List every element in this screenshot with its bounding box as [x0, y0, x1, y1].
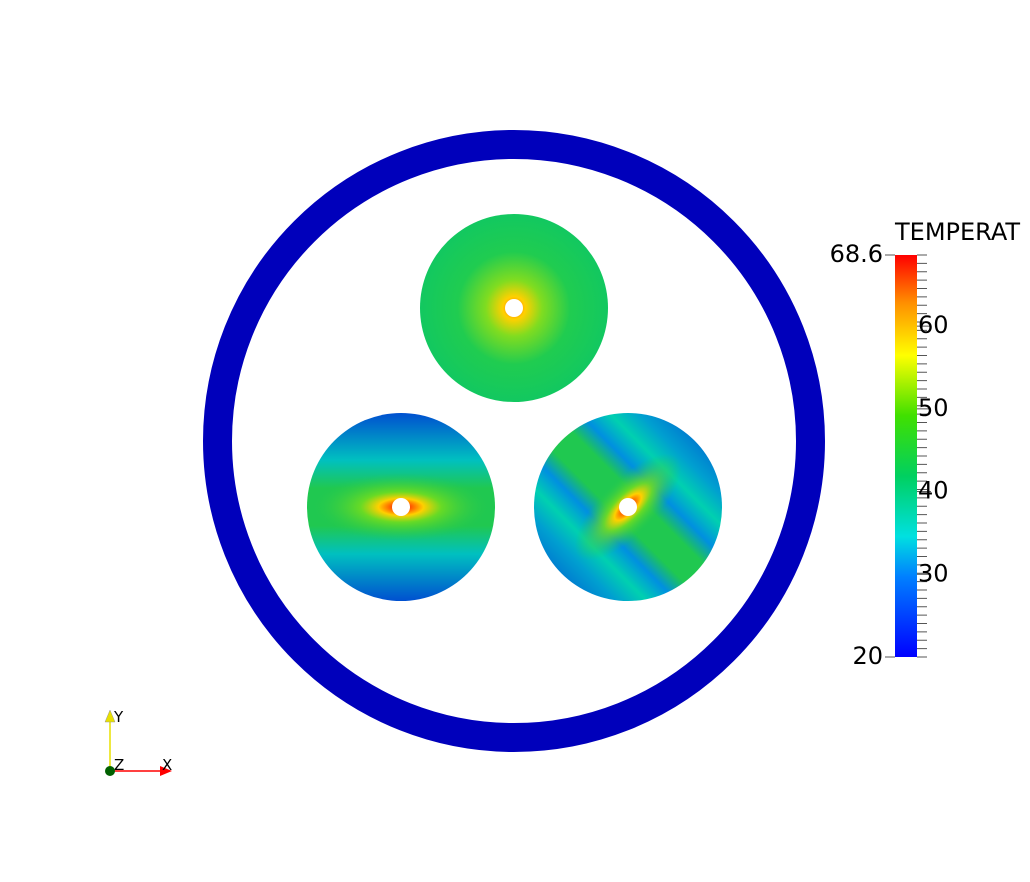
axis-label-z: Z: [114, 756, 124, 774]
axes-triad: Y Z X: [104, 708, 172, 776]
tick-label: 30: [918, 559, 949, 587]
color-legend: TEMPERAT 68.6 20 30 40 50 60: [830, 218, 1021, 670]
tick-label: 60: [918, 311, 949, 339]
legend-title: TEMPERAT: [894, 218, 1020, 246]
range-label: 20: [852, 642, 883, 670]
axis-label-y: Y: [113, 708, 124, 726]
tick-label: 50: [918, 394, 949, 422]
conductor-top: [420, 214, 608, 402]
color-bar: [895, 255, 917, 657]
axis-label-x: X: [162, 756, 172, 774]
tick-label: 40: [918, 477, 949, 505]
outer-sheath: [203, 130, 825, 752]
conductor-left: [307, 413, 495, 601]
range-label: 68.6: [830, 240, 883, 268]
conductor-right: [534, 413, 722, 601]
